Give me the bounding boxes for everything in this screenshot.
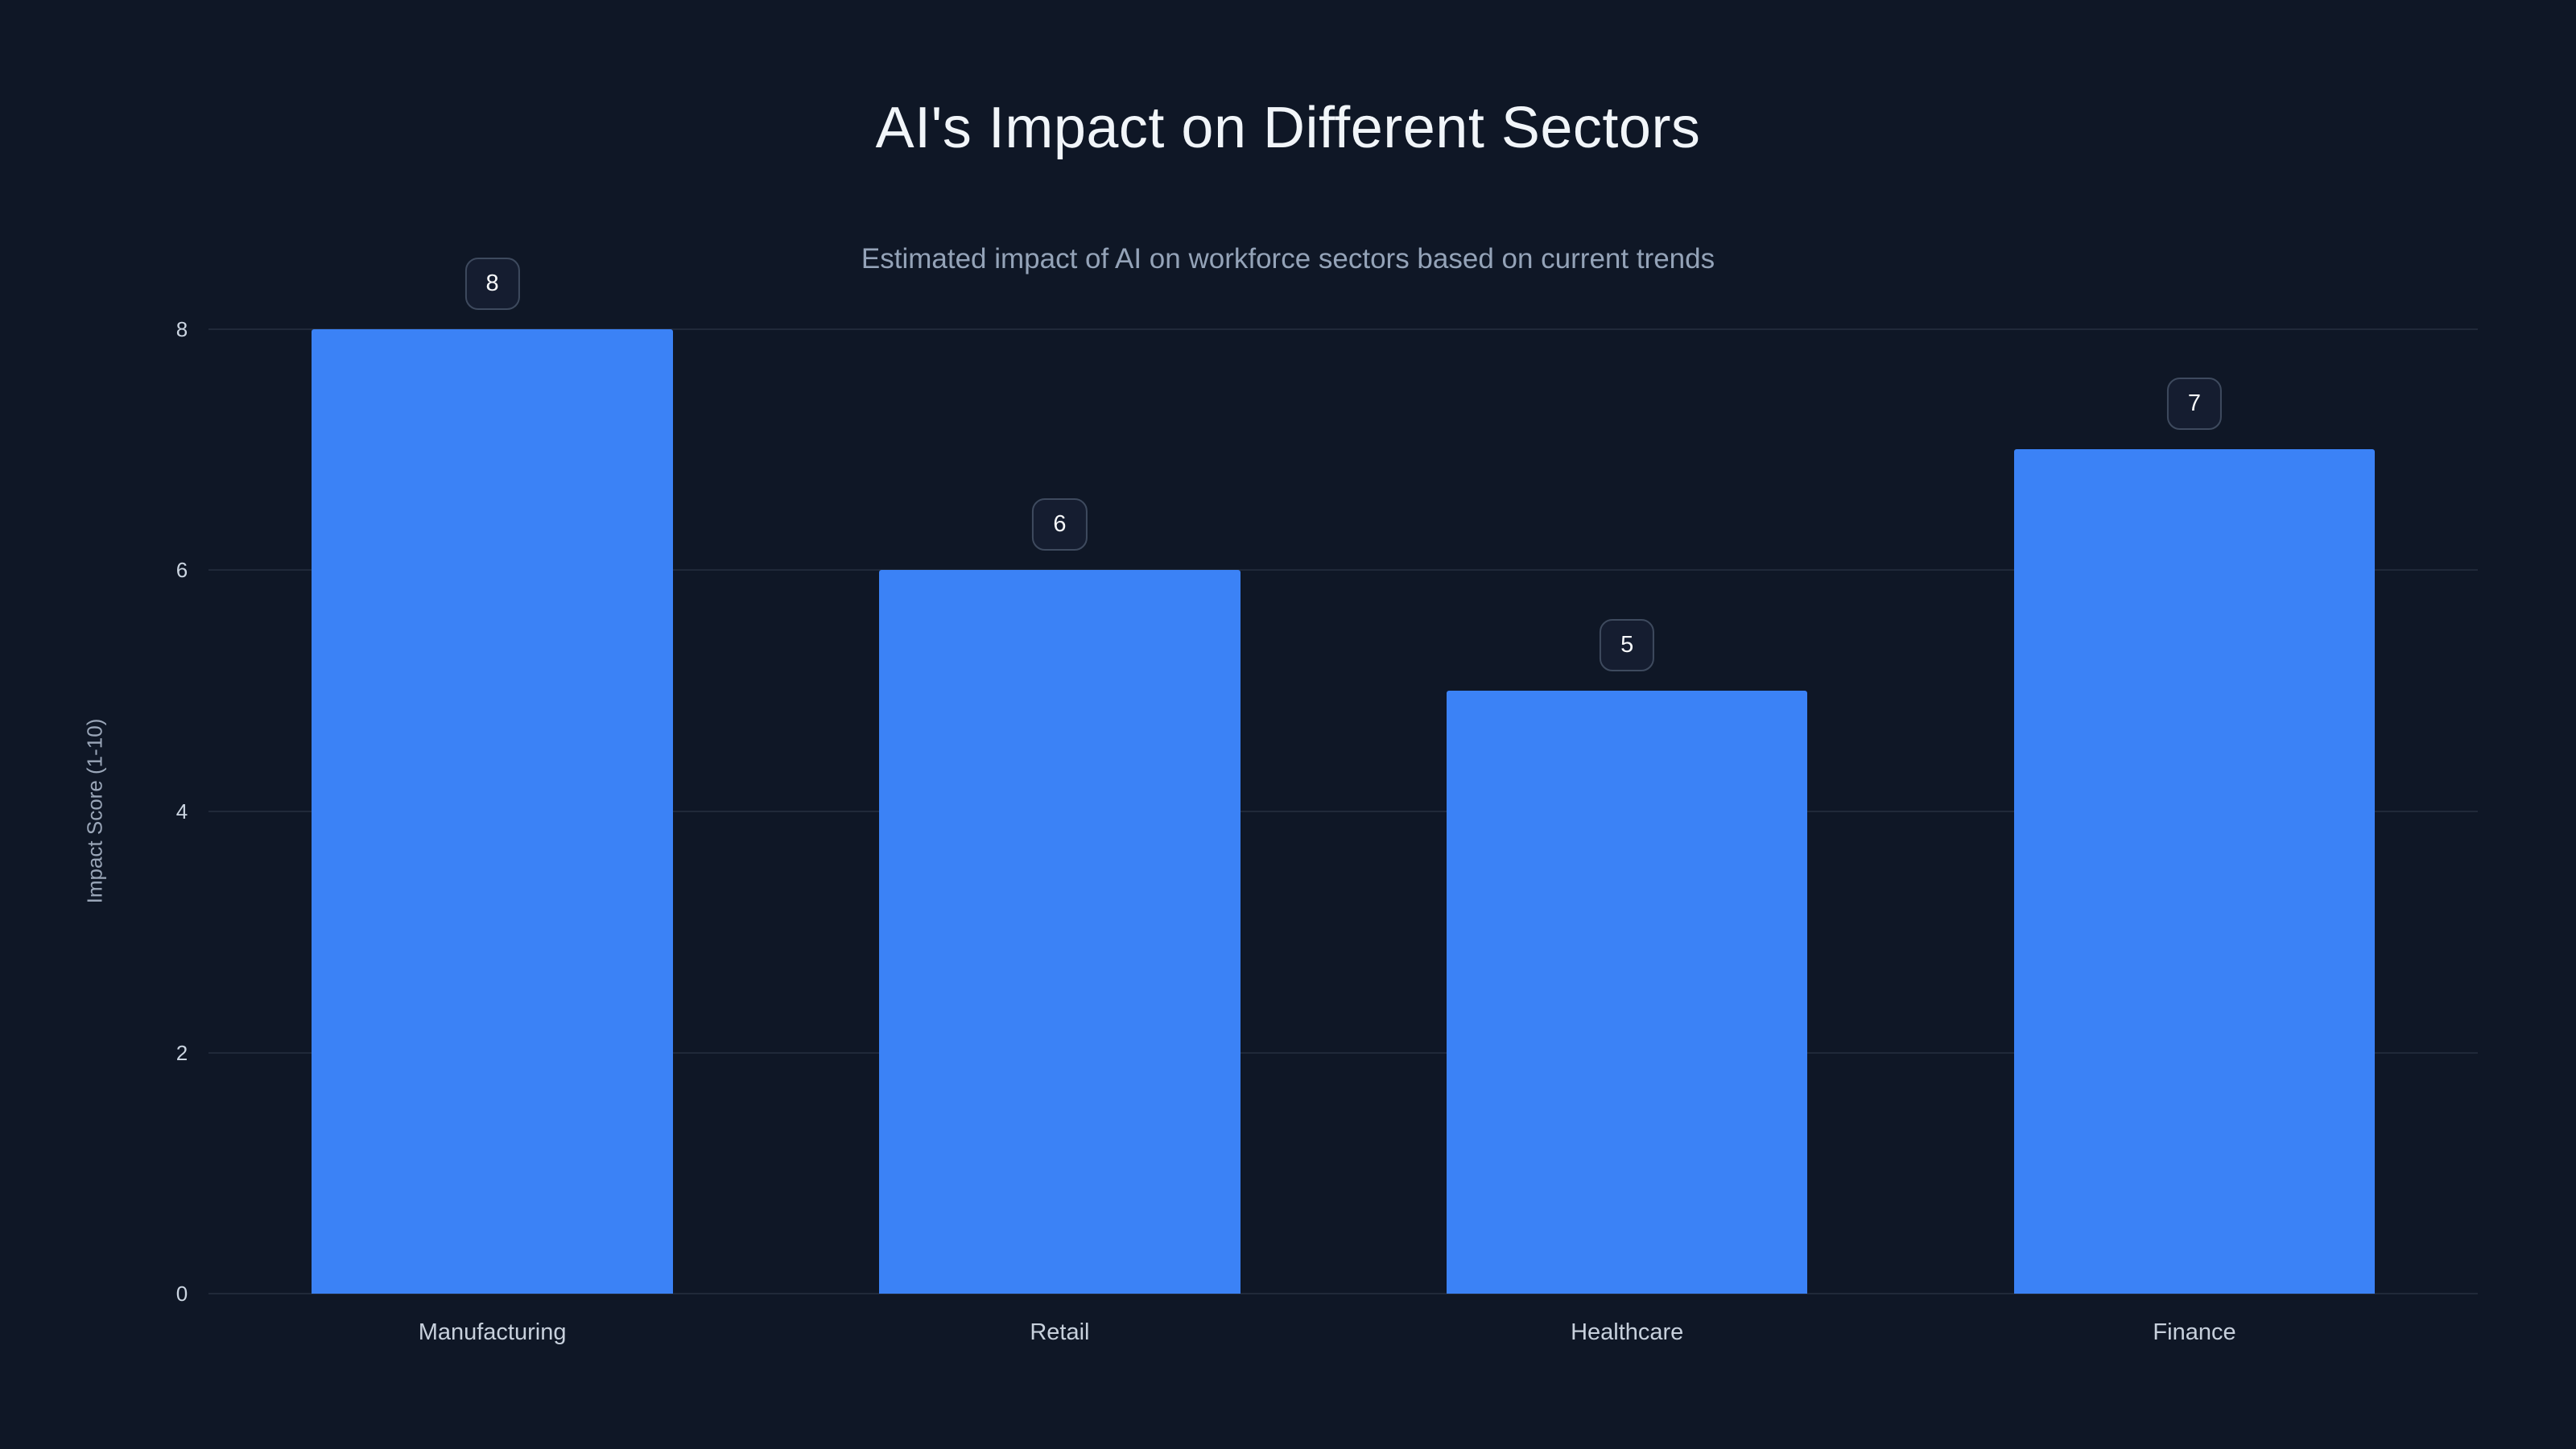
y-tick-label: 2 <box>175 1040 188 1065</box>
bar-value-label: 8 <box>464 257 520 310</box>
gridline <box>208 811 2479 812</box>
bar-manufacturing[interactable] <box>312 328 673 1294</box>
gridline <box>208 569 2479 572</box>
bar-value-label: 5 <box>1600 619 1655 672</box>
y-tick-label: 6 <box>175 558 188 583</box>
bar-value-label: 6 <box>1032 498 1088 551</box>
x-axis-label-finance: Finance <box>2153 1319 2236 1346</box>
y-axis-title-text: Impact Score (1-10) <box>82 719 107 904</box>
y-tick-label: 0 <box>175 1282 188 1307</box>
y-axis-title: Impact Score (1-10) <box>71 329 119 1294</box>
plot-area: 0 2 4 6 8 8 Manufacturing 6 Retail 5 Healthcare 7 Fi… <box>176 257 2479 1345</box>
y-tick-label: 4 <box>175 799 188 824</box>
y-tick-label: 8 <box>175 316 188 341</box>
bar-retail[interactable] <box>879 570 1241 1294</box>
x-axis-label-healthcare: Healthcare <box>1571 1319 1684 1346</box>
gridline <box>208 328 2479 330</box>
x-axis-label-manufacturing: Manufacturing <box>418 1319 567 1346</box>
chart-title: AI's Impact on Different Sectors <box>875 96 1701 160</box>
bar-healthcare[interactable] <box>1447 691 1808 1294</box>
chart-subtitle: Estimated impact of AI on workforce sect… <box>861 243 1715 275</box>
bar-value-label: 7 <box>2166 378 2223 431</box>
bar-finance[interactable] <box>2013 449 2376 1294</box>
gridline <box>208 1051 2479 1054</box>
x-axis-label-retail: Retail <box>1030 1319 1090 1346</box>
gridline <box>208 1293 2479 1295</box>
